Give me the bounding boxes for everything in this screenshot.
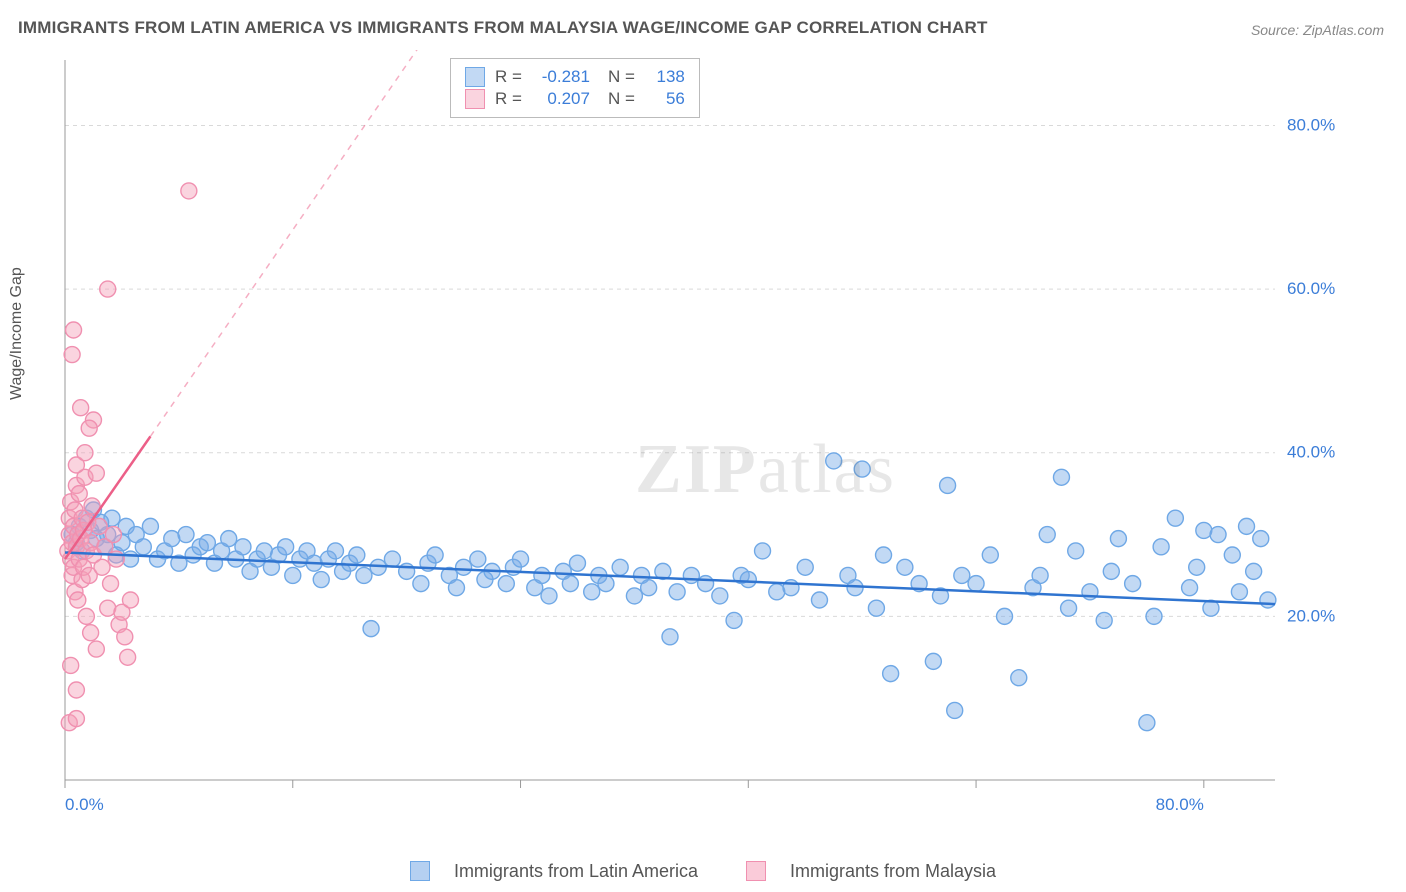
stats-row: R = -0.281 N = 138 [465,67,685,87]
svg-text:40.0%: 40.0% [1287,443,1335,462]
bottom-legend: Immigrants from Latin America Immigrants … [0,861,1406,887]
y-axis-label: Wage/Income Gap [8,267,26,400]
stats-r-value: 0.207 [532,89,590,109]
stats-n-label: N = [608,89,635,109]
svg-text:80.0%: 80.0% [1156,795,1204,814]
stats-swatch [465,89,485,109]
stats-r-label: R = [495,89,522,109]
svg-text:80.0%: 80.0% [1287,115,1335,134]
svg-text:60.0%: 60.0% [1287,279,1335,298]
chart-area: 20.0%40.0%60.0%80.0%0.0%80.0% ZIPatlas [55,50,1345,830]
legend-item: Immigrants from Latin America [398,861,710,882]
stats-legend-box: R = -0.281 N = 138 R = 0.207 N = 56 [450,58,700,118]
stats-r-value: -0.281 [532,67,590,87]
legend-label: Immigrants from Malaysia [790,861,996,882]
stats-n-label: N = [608,67,635,87]
svg-text:0.0%: 0.0% [65,795,104,814]
legend-swatch [746,861,766,881]
stats-n-value: 56 [645,89,685,109]
scatter-chart-svg: 20.0% 40.0% 60.0% 80.0% 0.0% 80.0% [55,50,1345,830]
stats-swatch [465,67,485,87]
stats-row: R = 0.207 N = 56 [465,89,685,109]
legend-label: Immigrants from Latin America [454,861,698,882]
svg-text:20.0%: 20.0% [1287,606,1335,625]
chart-title: IMMIGRANTS FROM LATIN AMERICA VS IMMIGRA… [18,18,988,38]
stats-r-label: R = [495,67,522,87]
legend-item: Immigrants from Malaysia [734,861,1008,882]
source-attribution: Source: ZipAtlas.com [1251,22,1384,38]
legend-swatch [410,861,430,881]
stats-n-value: 138 [645,67,685,87]
